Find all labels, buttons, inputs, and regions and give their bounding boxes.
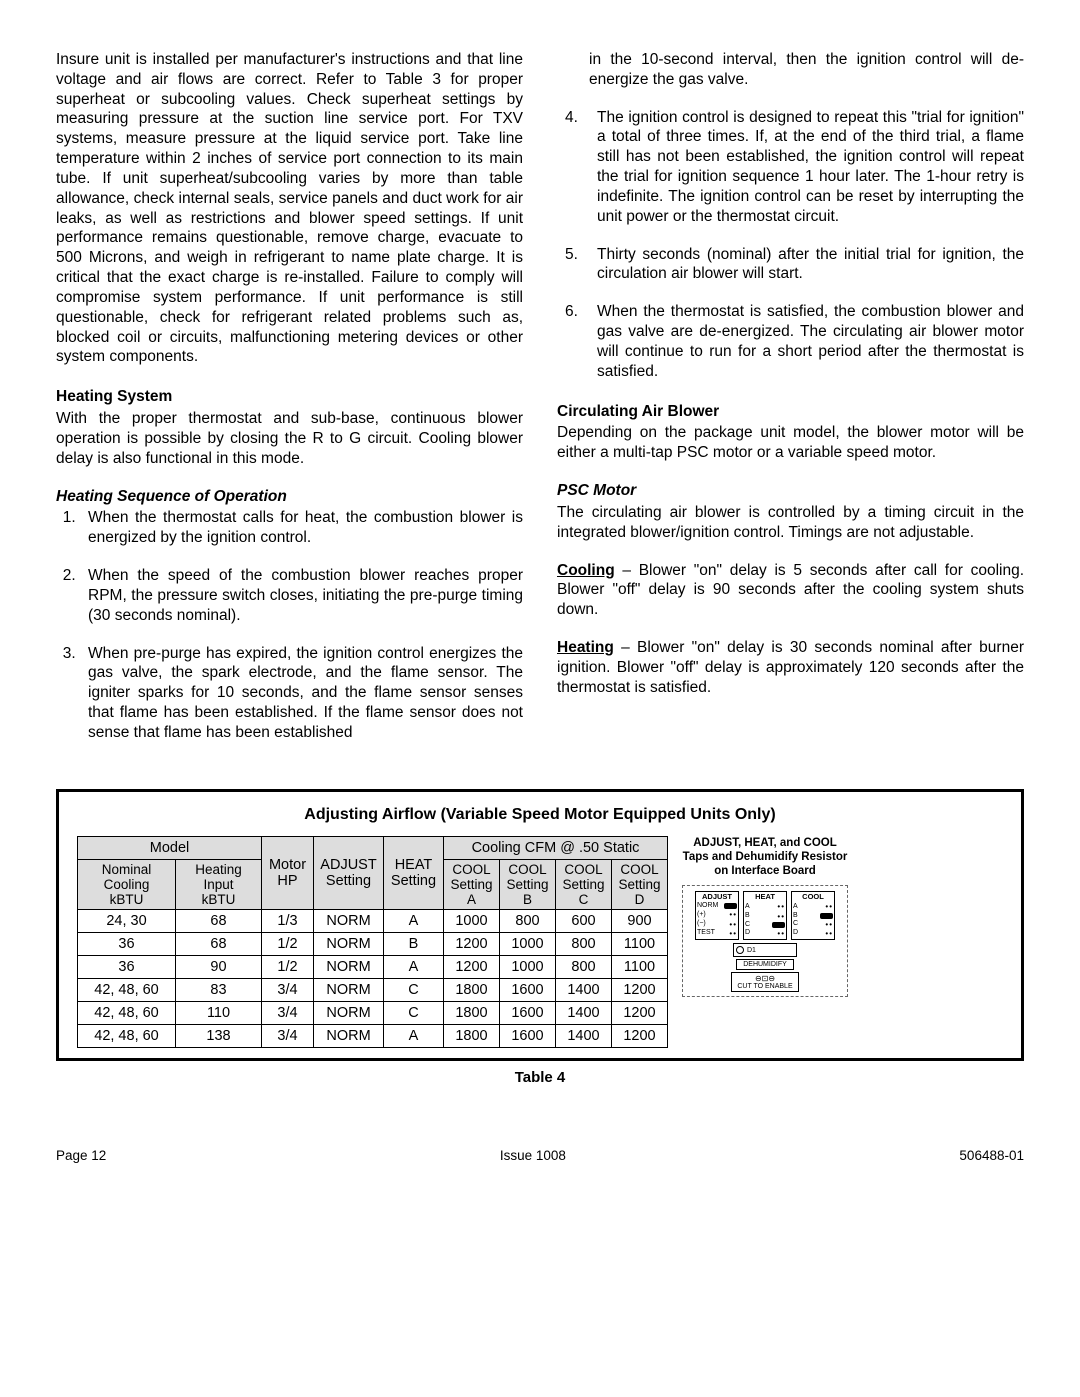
footer-issue: Issue 1008 — [500, 1148, 566, 1163]
th-cc: COOL Setting C — [556, 859, 612, 909]
table-row: 24, 30681/3NORMA1000800600900 — [78, 909, 668, 932]
left-column: Insure unit is installed per manufacture… — [56, 50, 523, 761]
th-cooling-group: Cooling CFM @ .50 Static — [444, 836, 668, 859]
table-caption: Table 4 — [56, 1069, 1024, 1086]
table-row: 42, 48, 60833/4NORMC1800160014001200 — [78, 978, 668, 1001]
continuation-para: in the 10-second interval, then the igni… — [589, 50, 1024, 90]
list-item: When pre-purge has expired, the ignition… — [80, 644, 523, 743]
airflow-table: Model Motor HP ADJUST Setting HEAT Setti… — [77, 836, 668, 1048]
side-title: ADJUST, HEAT, and COOL Taps and Dehumidi… — [682, 836, 848, 879]
list-item: 6.When the thermostat is satisfied, the … — [557, 302, 1024, 381]
dehumidify-label: DEHUMIDIFY — [736, 959, 794, 970]
circulating-blower-para: Depending on the package unit model, the… — [557, 423, 1024, 463]
footer-doc: 506488-01 — [959, 1148, 1024, 1163]
heat-block: HEAT A•• B•• C D•• — [743, 891, 787, 940]
cut-to-enable: ⊖⊡⊖CUT TO ENABLE — [731, 972, 799, 992]
th-hin: Heating Input kBTU — [176, 859, 262, 909]
list-item: 4.The ignition control is designed to re… — [557, 108, 1024, 227]
cooling-para: Cooling – Blower "on" delay is 5 seconds… — [557, 561, 1024, 620]
th-cd: COOL Setting D — [612, 859, 668, 909]
table-title: Adjusting Airflow (Variable Speed Motor … — [77, 806, 1003, 824]
interface-board-diagram: ADJUST NORM (+)•• (−)•• TEST•• HEAT A•• … — [682, 885, 848, 997]
right-column: in the 10-second interval, then the igni… — [557, 50, 1024, 761]
th-model: Model — [78, 836, 262, 859]
th-heat: HEAT Setting — [384, 836, 444, 909]
th-nom: Nominal Cooling kBTU — [78, 859, 176, 909]
heating-system-heading: Heating System — [56, 387, 523, 407]
side-panel: ADJUST, HEAT, and COOL Taps and Dehumidi… — [682, 836, 848, 1048]
th-adjust: ADJUST Setting — [314, 836, 384, 909]
table-row: 42, 48, 601383/4NORMA1800160014001200 — [78, 1024, 668, 1047]
psc-motor-para: The circulating air blower is controlled… — [557, 503, 1024, 543]
page-footer: Page 12 Issue 1008 506488-01 — [56, 1148, 1024, 1163]
heating-system-para: With the proper thermostat and sub-base,… — [56, 409, 523, 468]
list-item: When the thermostat calls for heat, the … — [80, 508, 523, 548]
circulating-blower-heading: Circulating Air Blower — [557, 402, 1024, 422]
table-wrap: Model Motor HP ADJUST Setting HEAT Setti… — [77, 836, 1003, 1048]
list-item: When the speed of the combustion blower … — [80, 566, 523, 625]
heating-sequence-heading: Heating Sequence of Operation — [56, 487, 523, 507]
table-row: 42, 48, 601103/4NORMC1800160014001200 — [78, 1001, 668, 1024]
d1-led: D1 — [733, 943, 797, 957]
psc-motor-heading: PSC Motor — [557, 481, 1024, 501]
intro-paragraph: Insure unit is installed per manufacture… — [56, 50, 523, 367]
table-row: 36901/2NORMA120010008001100 — [78, 955, 668, 978]
two-column-content: Insure unit is installed per manufacture… — [56, 50, 1024, 761]
th-ca: COOL Setting A — [444, 859, 500, 909]
airflow-table-box: Adjusting Airflow (Variable Speed Motor … — [56, 789, 1024, 1061]
table-row: 36681/2NORMB120010008001100 — [78, 932, 668, 955]
th-motor: Motor HP — [262, 836, 314, 909]
heating-sequence-list-cont: 4.The ignition control is designed to re… — [557, 108, 1024, 382]
adjust-block: ADJUST NORM (+)•• (−)•• TEST•• — [695, 891, 739, 940]
footer-page: Page 12 — [56, 1148, 106, 1163]
heating-sequence-list: When the thermostat calls for heat, the … — [56, 508, 523, 742]
heating-para: Heating – Blower "on" delay is 30 second… — [557, 638, 1024, 697]
th-cb: COOL Setting B — [500, 859, 556, 909]
cool-block: COOL A•• B C•• D•• — [791, 891, 835, 940]
list-item: 5.Thirty seconds (nominal) after the ini… — [557, 245, 1024, 285]
